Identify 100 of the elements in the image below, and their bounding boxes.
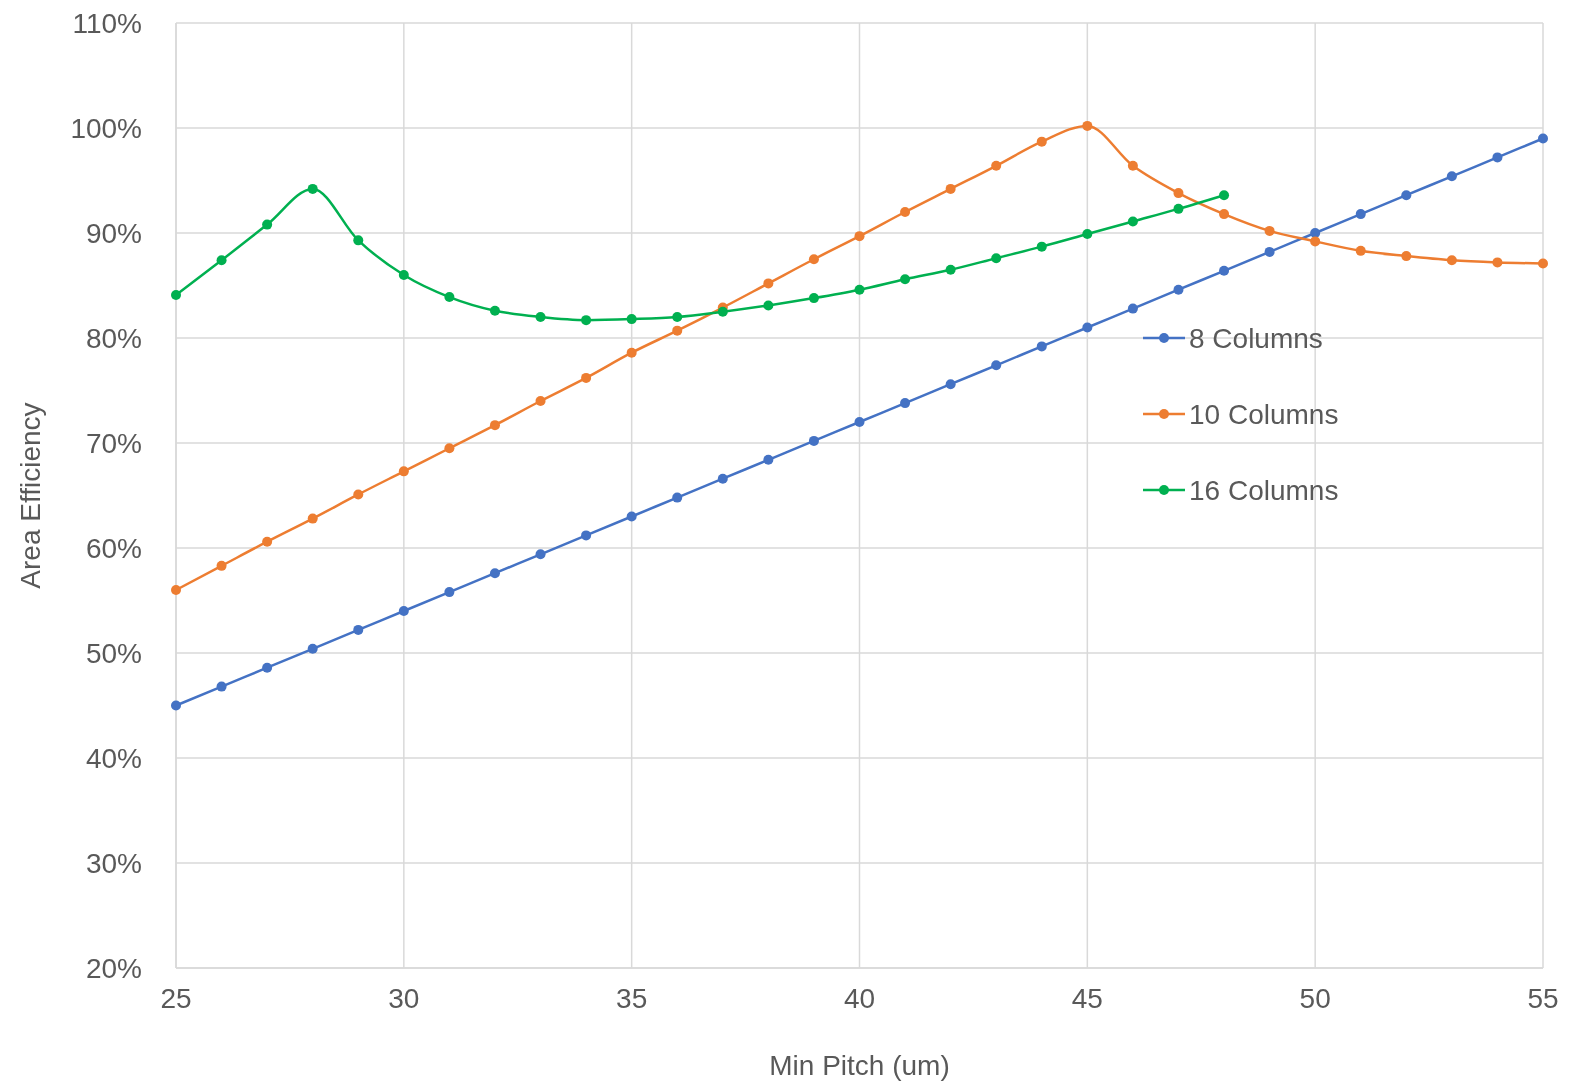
point <box>945 379 956 390</box>
point <box>353 624 364 635</box>
point <box>171 289 181 300</box>
y-tick-label: 40% <box>85 743 142 774</box>
y-tick-label: 60% <box>85 533 142 564</box>
point <box>991 360 1002 371</box>
point <box>808 435 819 446</box>
point <box>808 293 819 304</box>
point <box>489 420 500 431</box>
point <box>489 568 500 579</box>
point <box>1310 236 1321 247</box>
point <box>171 700 181 711</box>
point <box>1264 246 1275 257</box>
point <box>854 284 865 295</box>
point <box>444 443 455 454</box>
x-tick-label: 35 <box>616 983 648 1014</box>
point <box>353 489 364 500</box>
point <box>672 325 683 336</box>
point <box>1492 257 1503 268</box>
point <box>1173 188 1184 199</box>
y-tick-label: 100% <box>70 113 142 144</box>
point <box>672 312 683 322</box>
point <box>1401 190 1412 201</box>
point <box>763 300 774 311</box>
y-tick-label: 80% <box>85 323 142 354</box>
point <box>262 219 273 230</box>
point <box>262 662 273 673</box>
legend-label: 16 Columns <box>1189 475 1339 506</box>
point <box>1082 322 1093 333</box>
point <box>1355 209 1366 220</box>
y-tick-label: 20% <box>85 953 142 984</box>
point <box>535 312 546 322</box>
legend-label: 8 Columns <box>1189 323 1323 354</box>
point <box>763 454 774 465</box>
point <box>808 254 819 265</box>
point <box>398 606 409 616</box>
y-axis-title: Area Efficiency <box>15 402 46 589</box>
point <box>535 549 546 560</box>
point <box>353 235 364 246</box>
point <box>626 347 637 358</box>
point <box>307 513 318 524</box>
y-tick-label: 110% <box>72 8 142 39</box>
x-tick-label: 30 <box>388 983 420 1014</box>
point <box>1127 160 1138 171</box>
point <box>1036 241 1047 252</box>
point <box>1036 136 1047 147</box>
point <box>1264 225 1275 236</box>
point <box>1310 228 1321 238</box>
point <box>581 315 592 326</box>
point <box>1219 265 1230 276</box>
point <box>1082 120 1093 131</box>
point <box>1492 152 1503 163</box>
point <box>581 372 592 383</box>
point <box>626 511 637 522</box>
point <box>307 183 318 194</box>
point <box>1127 216 1138 227</box>
point <box>1538 133 1548 144</box>
point <box>717 306 728 317</box>
point <box>945 264 956 275</box>
point <box>216 560 227 571</box>
point <box>1036 341 1047 352</box>
point <box>581 530 592 541</box>
point <box>900 207 911 217</box>
point <box>900 274 911 285</box>
point <box>171 585 181 595</box>
point <box>216 681 227 692</box>
x-tick-label: 55 <box>1527 983 1559 1014</box>
y-tick-label: 30% <box>85 848 142 879</box>
point <box>900 398 911 409</box>
point <box>626 314 637 325</box>
x-tick-label: 40 <box>843 983 876 1014</box>
point <box>991 160 1002 171</box>
y-tick-label: 90% <box>85 218 142 249</box>
point <box>489 305 500 316</box>
point <box>945 183 956 194</box>
point <box>1355 245 1366 256</box>
point <box>1446 255 1457 266</box>
point <box>1446 171 1457 182</box>
point <box>991 253 1002 264</box>
x-tick-label: 25 <box>160 983 192 1014</box>
point <box>1082 229 1093 240</box>
legend-label: 10 Columns <box>1189 399 1339 430</box>
point <box>854 417 865 427</box>
point <box>398 466 409 477</box>
point <box>672 492 683 503</box>
point <box>262 536 273 547</box>
y-tick-label: 50% <box>85 638 142 669</box>
point <box>1127 303 1138 314</box>
point <box>444 587 455 598</box>
point <box>1401 251 1412 262</box>
y-tick-label: 70% <box>85 428 142 459</box>
point <box>1173 203 1184 214</box>
point <box>1538 258 1548 269</box>
x-tick-label: 50 <box>1299 983 1331 1014</box>
point <box>763 278 774 289</box>
point <box>535 396 546 406</box>
point <box>444 292 455 303</box>
point <box>307 643 318 654</box>
x-axis-title: Min Pitch (um) <box>769 1050 950 1081</box>
point <box>1173 284 1184 295</box>
